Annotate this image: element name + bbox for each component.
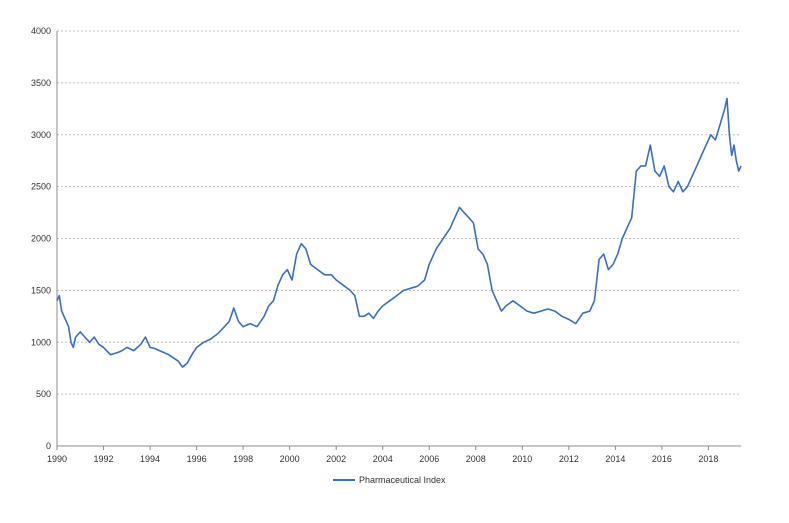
x-tick-label: 2008 — [466, 454, 486, 464]
y-tick-label: 3000 — [31, 130, 51, 140]
y-tick-label: 4000 — [31, 26, 51, 36]
x-tick-label: 2010 — [512, 454, 532, 464]
x-axis-tick-labels: 1990 1992 1994 1996 1998 2000 2002 2004 2006 2008… — [47, 454, 718, 464]
x-tick-label: 2012 — [559, 454, 579, 464]
x-tick-label: 1996 — [187, 454, 207, 464]
y-tick-label: 2000 — [31, 234, 51, 244]
x-tick-label: 2000 — [280, 454, 300, 464]
x-tick-label: 2002 — [326, 454, 346, 464]
x-tick-label: 1994 — [140, 454, 160, 464]
x-tick-label: 2006 — [419, 454, 439, 464]
y-tick-label: 3500 — [31, 78, 51, 88]
x-tick-label: 2004 — [373, 454, 393, 464]
x-tick-label: 1990 — [47, 454, 67, 464]
series-lines — [56, 97, 742, 368]
x-tick-label: 2016 — [652, 454, 672, 464]
y-axis-tick-labels: 0 500 1000 1500 2000 2500 3000 3500 4000 — [31, 26, 51, 451]
y-tick-label: 1500 — [31, 285, 51, 295]
y-tick-label: 2500 — [31, 182, 51, 192]
x-tick-label: 1998 — [233, 454, 253, 464]
x-tick-label: 1992 — [94, 454, 114, 464]
legend-label: Pharmaceutical Index — [359, 475, 446, 485]
y-tick-label: 500 — [36, 389, 51, 399]
y-tick-label: 1000 — [31, 337, 51, 347]
x-tick-label: 2018 — [698, 454, 718, 464]
y-tick-label: 0 — [46, 441, 51, 451]
series-line-0 — [56, 97, 742, 368]
gridlines — [57, 30, 741, 395]
x-tick-label: 2014 — [605, 454, 625, 464]
axes — [56, 31, 741, 450]
legend: Pharmaceutical Index — [333, 475, 446, 485]
